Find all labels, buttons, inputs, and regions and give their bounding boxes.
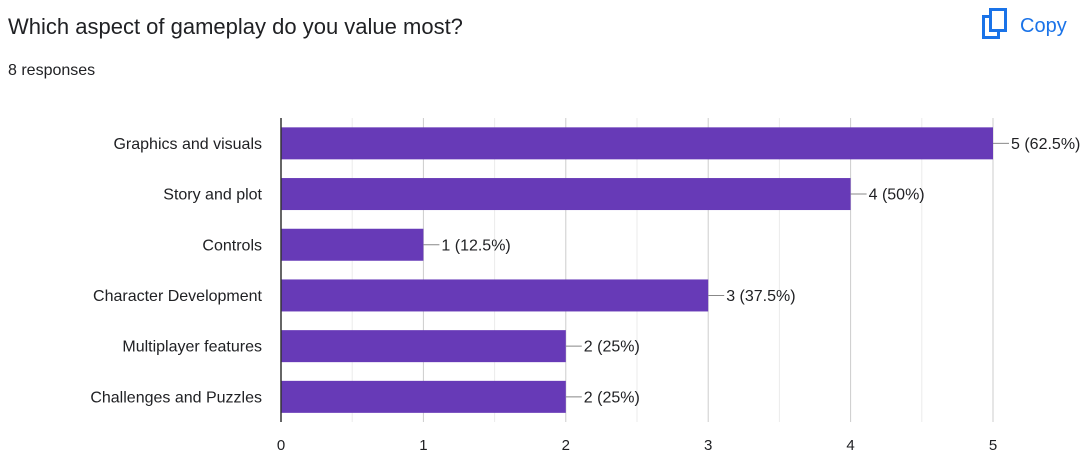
category-label: Multiplayer features — [122, 339, 262, 356]
x-tick-label: 2 — [562, 437, 570, 454]
x-tick-label: 4 — [846, 437, 854, 454]
value-label: 2 (25%) — [584, 389, 640, 406]
bar — [281, 228, 424, 261]
bar — [281, 380, 566, 413]
x-tick-label: 1 — [419, 437, 427, 454]
copy-label: Copy — [1020, 14, 1067, 37]
value-label: 2 (25%) — [584, 339, 640, 356]
category-label: Graphics and visuals — [113, 136, 262, 153]
bar — [281, 279, 709, 312]
value-label: 5 (62.5%) — [1011, 136, 1080, 153]
category-label: Challenges and Puzzles — [90, 389, 262, 406]
category-label: Story and plot — [163, 187, 262, 204]
value-label: 1 (12.5%) — [441, 237, 510, 254]
copy-button[interactable]: Copy — [982, 7, 1067, 45]
x-tick-label: 3 — [704, 437, 712, 454]
bar — [281, 178, 851, 211]
question-title: Which aspect of gameplay do you value mo… — [8, 14, 463, 39]
bars — [281, 127, 993, 413]
category-label: Character Development — [93, 288, 263, 305]
x-tick-label: 0 — [277, 437, 285, 454]
copy-icon — [982, 7, 1008, 45]
value-label: 4 (50%) — [869, 187, 925, 204]
response-count: 8 responses — [8, 62, 96, 79]
value-label: 3 (37.5%) — [726, 288, 795, 305]
category-label: Controls — [202, 237, 262, 254]
labels: 0 1 2 3 4 5 Graphics and visuals 5 (62.5%) Story… — [90, 136, 1080, 454]
x-tick-label: 5 — [989, 437, 997, 454]
grid-lines — [351, 118, 994, 422]
bar — [281, 127, 993, 160]
bar — [281, 330, 566, 363]
